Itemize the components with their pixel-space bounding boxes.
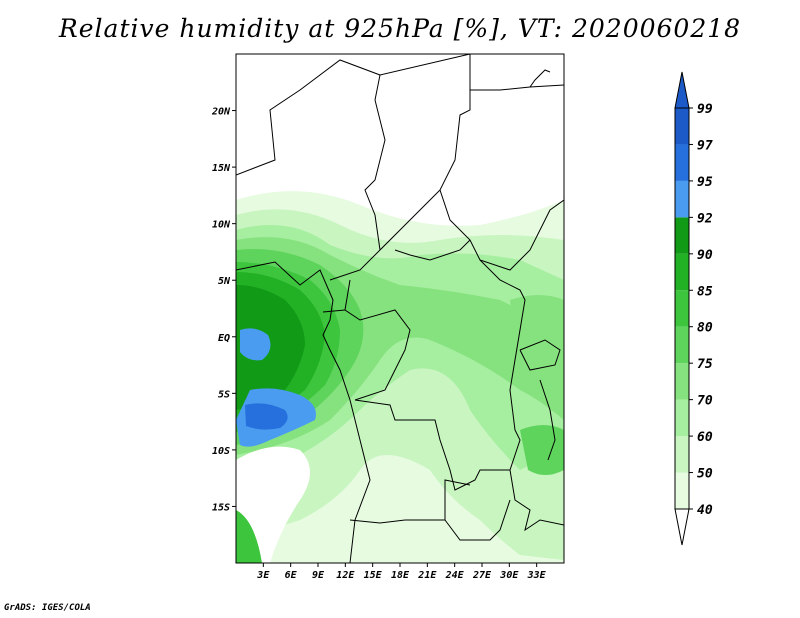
border-line <box>439 54 564 271</box>
lon-tick-label: 18E <box>391 570 410 581</box>
colorbar-segment <box>675 253 689 291</box>
colorbar-label: 70 <box>697 394 713 409</box>
lon-tick-label: 12E <box>336 570 355 581</box>
lon-tick-label: 33E <box>527 570 547 581</box>
colorbar-frame <box>674 107 690 510</box>
map-boundaries <box>236 54 564 563</box>
humidity-region-97 <box>245 403 288 430</box>
lat-tick-label: EQ <box>218 333 230 344</box>
colorbar-upper-triangle <box>674 71 690 109</box>
longitude-axis: 3E 6E 9E 12E 15E 18E 21E 24E 27E 30E 33E <box>256 563 547 581</box>
lat-tick-label: 15S <box>212 502 230 513</box>
border-line <box>470 84 564 91</box>
humidity-region-south-green <box>236 510 262 563</box>
lat-tick-label: 10N <box>212 220 231 231</box>
colorbar-label: 50 <box>697 467 713 482</box>
lon-tick-label: 27E <box>472 570 492 581</box>
colorbar-segment <box>675 363 689 400</box>
border-line <box>354 399 510 491</box>
lon-tick-label: 15E <box>364 570 383 581</box>
colorbar: 40 50 60 70 75 80 85 90 92 95 97 99 <box>674 71 713 546</box>
lon-tick-label: 9E <box>312 570 325 581</box>
humidity-region-92 <box>236 285 305 410</box>
colorbar-label: 95 <box>697 175 713 190</box>
colorbar-label: 97 <box>697 138 713 153</box>
border-line <box>529 69 551 88</box>
humidity-field <box>236 54 564 563</box>
border-line <box>349 479 471 524</box>
lat-tick-label: 5S <box>218 389 230 400</box>
colorbar-segment <box>675 180 689 218</box>
colorbar-lower-triangle <box>674 508 690 546</box>
border-line <box>322 309 346 313</box>
colorbar-label: 60 <box>697 430 713 445</box>
colorbar-segment <box>675 399 689 437</box>
colorbar-label: 90 <box>697 248 713 263</box>
colorbar-segment <box>675 436 689 473</box>
credit-text: GrADS: IGES/COLA <box>4 603 91 613</box>
border-line <box>539 379 556 461</box>
colorbar-label: 40 <box>697 503 713 518</box>
colorbar-label: 80 <box>697 321 713 336</box>
lon-tick-label: 21E <box>417 570 437 581</box>
humidity-region-se <box>520 425 564 475</box>
border-line <box>444 499 511 541</box>
colorbar-segment <box>675 326 689 364</box>
border-line <box>519 339 561 371</box>
border-line <box>479 259 564 532</box>
humidity-region-east <box>510 295 564 388</box>
colorbar-label: 85 <box>697 284 713 299</box>
colorbar-label: 75 <box>697 357 713 372</box>
colorbar-segment <box>675 108 689 145</box>
colorbar-label: 92 <box>697 211 713 226</box>
colorbar-segment <box>675 472 689 509</box>
border-line <box>379 54 471 76</box>
colorbar-segment <box>675 144 689 181</box>
border-line <box>394 239 471 261</box>
latitude-axis: 20N 15N 10N 5N EQ 5S 10S 15S <box>211 107 236 513</box>
border-line <box>236 59 386 281</box>
coastline-west <box>236 261 371 563</box>
colorbar-label: 99 <box>697 102 713 117</box>
lat-tick-label: 10S <box>212 446 230 457</box>
lat-tick-label: 5N <box>218 276 231 287</box>
lon-tick-label: 30E <box>499 570 519 581</box>
border-line <box>379 189 441 251</box>
lon-tick-label: 6E <box>285 570 298 581</box>
colorbar-segment <box>675 290 689 327</box>
colorbar-segment <box>675 217 689 254</box>
lat-tick-label: 15N <box>212 163 231 174</box>
lat-tick-label: 20N <box>211 107 231 118</box>
chart-title: Relative humidity at 925hPa [%], VT: 202… <box>58 14 742 43</box>
lon-tick-label: 24E <box>445 570 465 581</box>
lon-tick-label: 3E <box>256 570 270 581</box>
border-line <box>344 279 411 401</box>
humidity-region-south <box>236 446 310 563</box>
humidity-region-95 <box>240 328 271 361</box>
